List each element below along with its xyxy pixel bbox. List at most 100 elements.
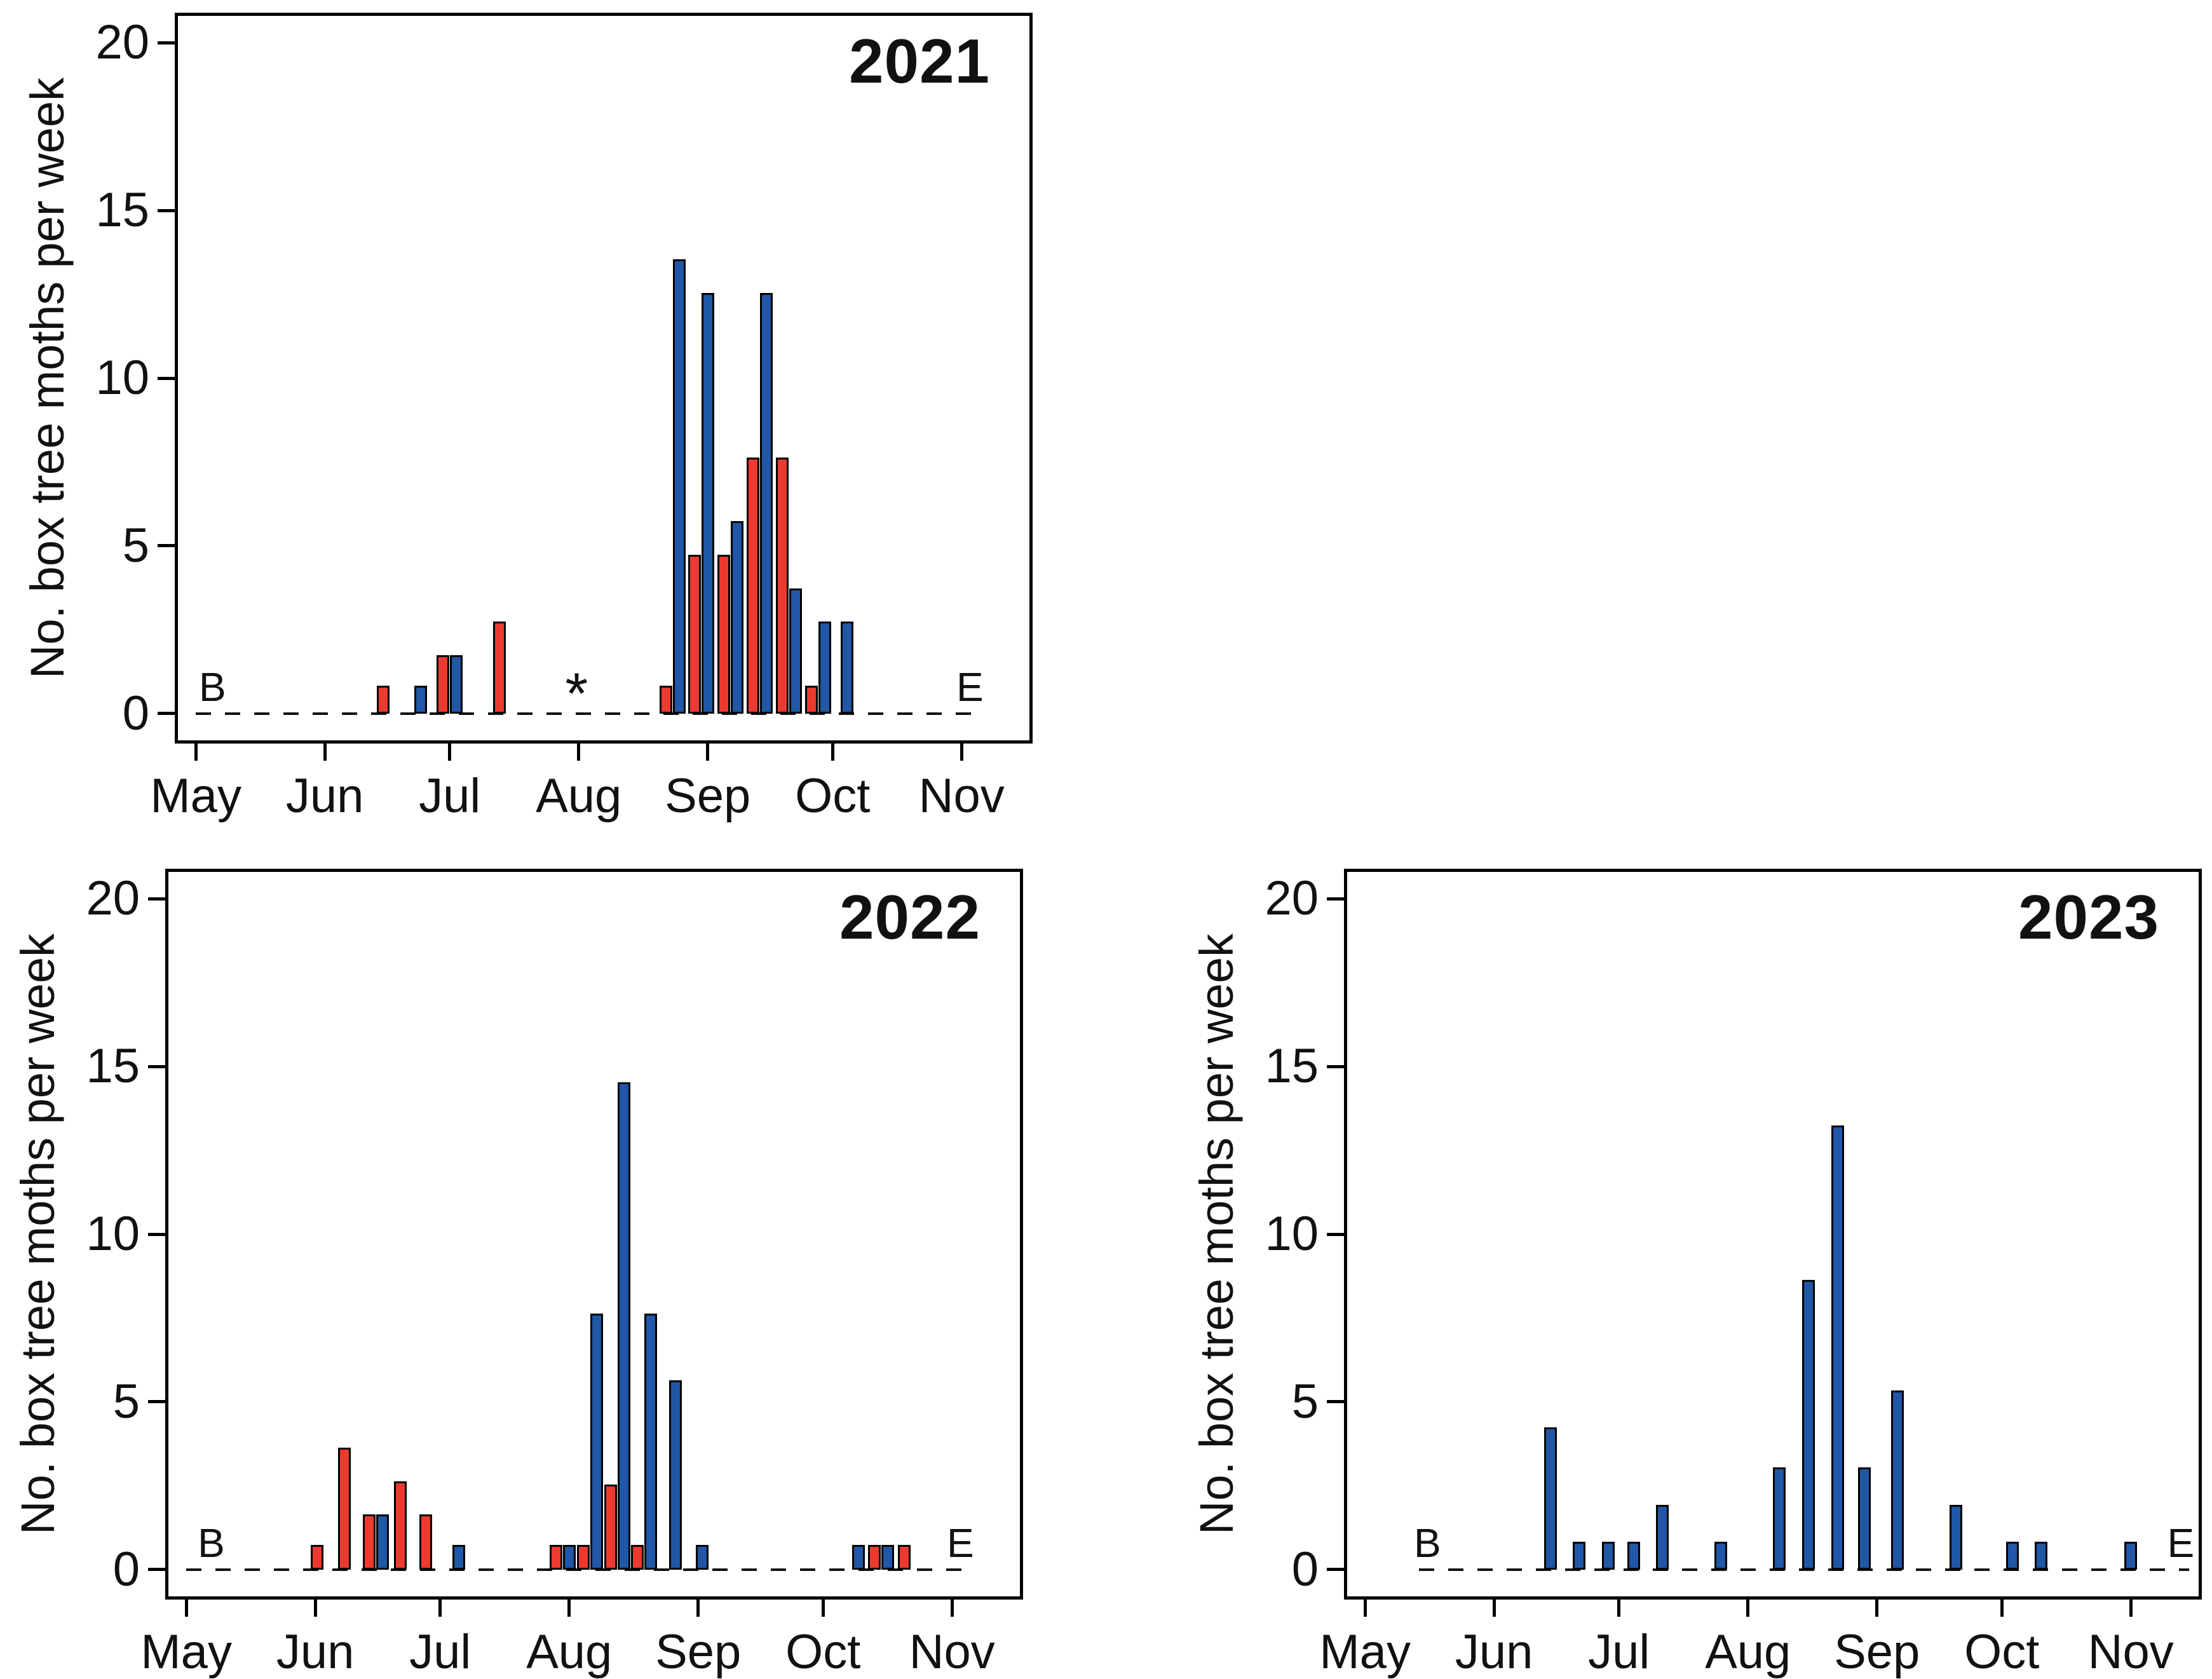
- y-tick-label: 0: [1291, 1542, 1319, 1596]
- y-tick: [1327, 897, 1344, 901]
- x-tick: [323, 744, 327, 761]
- trap-end-label: E: [2167, 1519, 2195, 1566]
- year-label: 2023: [2018, 882, 2159, 952]
- bar-blue: [1772, 1467, 1786, 1570]
- x-tick-label: Jul: [409, 1625, 472, 1679]
- bar-blue: [1891, 1390, 1904, 1570]
- zero-baseline: [196, 712, 979, 715]
- x-tick: [184, 1600, 188, 1617]
- bar-blue: [376, 1514, 389, 1570]
- year-label: 2021: [848, 26, 990, 96]
- x-tick: [1875, 1600, 1879, 1617]
- y-tick-label: 5: [122, 518, 149, 573]
- bar-red: [576, 1544, 590, 1570]
- y-tick: [158, 712, 175, 716]
- y-tick-label: 20: [95, 15, 149, 70]
- x-tick: [1617, 1600, 1621, 1617]
- bar-red: [631, 1544, 644, 1570]
- x-tick: [1746, 1600, 1750, 1617]
- bar-blue: [672, 259, 686, 714]
- y-tick: [1327, 1568, 1344, 1572]
- bar-blue: [414, 685, 427, 714]
- y-tick: [148, 1568, 165, 1572]
- y-tick-label: 5: [112, 1374, 140, 1429]
- y-tick: [148, 1400, 165, 1404]
- bar-blue: [450, 655, 463, 714]
- x-tick: [567, 1600, 571, 1617]
- bar-blue: [1544, 1427, 1557, 1570]
- y-tick-label: 20: [1265, 871, 1319, 926]
- bar-red: [717, 554, 731, 714]
- bar-red: [775, 457, 789, 714]
- x-tick-label: Jun: [1455, 1625, 1533, 1679]
- bar-red: [338, 1447, 351, 1570]
- x-tick: [950, 1600, 954, 1617]
- y-tick: [148, 897, 165, 901]
- bar-red: [311, 1544, 324, 1570]
- bar-blue: [760, 293, 773, 714]
- x-tick-label: Nov: [918, 769, 1005, 823]
- x-tick: [1363, 1600, 1367, 1617]
- bar-blue: [2035, 1541, 2048, 1570]
- y-tick-label: 15: [86, 1039, 140, 1094]
- x-tick: [194, 744, 198, 761]
- bar-blue: [702, 293, 715, 714]
- x-tick: [438, 1600, 442, 1617]
- bar-blue: [1831, 1125, 1844, 1570]
- y-tick: [148, 1064, 165, 1068]
- bar-blue: [644, 1313, 658, 1570]
- bar-red: [868, 1544, 881, 1570]
- x-tick: [960, 744, 963, 761]
- x-tick-label: Jul: [1588, 1625, 1650, 1679]
- bar-blue: [1950, 1504, 1963, 1570]
- bar-blue: [789, 588, 802, 714]
- bar-blue: [881, 1544, 895, 1570]
- bar-blue: [1801, 1279, 1815, 1570]
- y-tick: [1327, 1232, 1344, 1236]
- x-tick-label: Sep: [1834, 1625, 1920, 1679]
- bar-red: [688, 554, 702, 714]
- x-tick-label: Sep: [655, 1625, 742, 1679]
- bar-blue: [2005, 1541, 2019, 1570]
- y-tick-label: 15: [95, 183, 149, 238]
- x-tick-label: May: [140, 1625, 232, 1679]
- bar-blue: [852, 1544, 865, 1570]
- x-tick-label: Jul: [419, 769, 481, 823]
- bar-red: [376, 685, 390, 714]
- x-tick-label: Oct: [785, 1625, 861, 1679]
- bar-blue: [1714, 1541, 1728, 1570]
- y-tick-label: 10: [95, 351, 149, 405]
- x-tick: [831, 744, 834, 761]
- y-tick-label: 20: [86, 871, 140, 926]
- y-tick: [1327, 1400, 1344, 1404]
- trap-begin-label: B: [1414, 1519, 1441, 1566]
- x-tick-label: May: [1319, 1625, 1411, 1679]
- x-tick-label: Jun: [276, 1625, 355, 1679]
- x-tick: [2000, 1600, 2004, 1617]
- x-tick-label: Oct: [795, 769, 871, 823]
- bar-blue: [617, 1082, 630, 1570]
- x-tick: [577, 744, 581, 761]
- bar-blue: [1573, 1541, 1586, 1570]
- x-tick-label: Jun: [285, 769, 364, 823]
- x-tick-label: Nov: [2087, 1625, 2174, 1679]
- y-tick: [158, 41, 175, 44]
- bar-blue: [1656, 1504, 1669, 1570]
- bar-blue: [563, 1544, 576, 1570]
- bar-red: [747, 457, 760, 714]
- asterisk-annotation: *: [565, 661, 588, 726]
- x-tick-label: Aug: [1705, 1625, 1791, 1679]
- bar-red: [394, 1481, 407, 1570]
- bar-red: [550, 1544, 563, 1570]
- bar-blue: [1627, 1541, 1640, 1570]
- x-tick-label: May: [150, 769, 241, 823]
- x-tick: [2129, 1600, 2133, 1617]
- trap-begin-label: B: [198, 1519, 225, 1566]
- bar-blue: [731, 520, 744, 714]
- y-tick: [1327, 1064, 1344, 1068]
- y-tick-label: 0: [112, 1542, 140, 1596]
- x-tick-label: Oct: [1964, 1625, 2040, 1679]
- bar-red: [362, 1514, 376, 1570]
- x-tick-label: Aug: [536, 769, 622, 823]
- bar-blue: [841, 622, 854, 714]
